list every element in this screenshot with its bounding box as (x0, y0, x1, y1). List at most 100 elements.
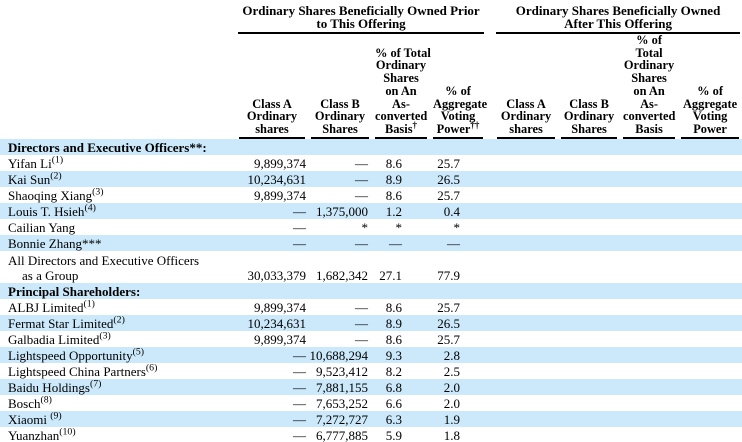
footnote-ref: (8) (40, 394, 52, 406)
cell (620, 251, 678, 283)
table-row: Xiaomi (9) —7,272,727 6.3 1.9 (0, 410, 742, 427)
row-label: ALBJ Limited(1) (0, 299, 236, 315)
cell: 1.8 (443, 427, 461, 442)
cell (372, 138, 430, 155)
table-row: Shaoqing Xiang(3) 9,899,374 — 8.6 25.7 (0, 187, 742, 203)
cell (558, 251, 620, 283)
cell (678, 427, 742, 442)
column-gap (486, 282, 495, 299)
cell (678, 363, 742, 379)
row-label-text: Shaoqing Xiang (8, 187, 93, 203)
cell (494, 202, 559, 219)
cell: 27.1 (379, 267, 402, 283)
row-label-text: Louis T. Hsieh (8, 203, 85, 219)
cell (558, 299, 620, 315)
row-label-text: Baidu Holdings (8, 379, 90, 395)
cell: 2.0 (430, 378, 487, 395)
cell: — (308, 170, 372, 187)
column-gap (486, 363, 494, 379)
cell: 26.5 (430, 314, 487, 331)
cell (558, 187, 620, 203)
column-header-text: Class A Ordinary shares (497, 96, 556, 139)
column-header-label: Class B Ordinary Shares (314, 96, 366, 136)
row-label: Directors and Executive Officers**: (0, 138, 236, 155)
cell (494, 331, 558, 347)
column-gap (486, 410, 495, 427)
cell (620, 219, 678, 235)
row-label: Bonnie Zhang*** (0, 234, 236, 251)
footnote-ref: (4) (84, 202, 96, 214)
row-label-text: Fermat Star Limited (8, 315, 114, 331)
cell: — (236, 234, 308, 251)
row-label-text: Directors and Executive Officers**: (8, 139, 207, 155)
dagger-mark: † (412, 119, 418, 130)
cell (678, 170, 742, 187)
column-gap (486, 187, 494, 203)
cell (236, 282, 308, 299)
row-label: Xiaomi (9) (0, 410, 236, 427)
cell (678, 410, 742, 427)
footnote-ref: (2) (113, 314, 125, 326)
table-row: Bosch(8) — 7,653,252 6.6 2.0 (0, 395, 742, 411)
row-label: Fermat Star Limited(2) (0, 314, 236, 331)
row-label-text: Kai Sun (8, 171, 51, 187)
group-header-prior: Ordinary Shares Beneficially Owned Prior… (236, 0, 486, 34)
row-label-text: Lightspeed China Partners (8, 363, 146, 379)
cell (494, 234, 559, 251)
cell: 10,234,631 (236, 170, 308, 187)
cell: 25.7 (437, 331, 461, 347)
cell (494, 299, 558, 315)
cell (494, 395, 558, 411)
row-label-text: Galbadia Limited (8, 331, 100, 347)
cell: 8.6 (385, 331, 402, 347)
row-label: Lightspeed Opportunity(5) (0, 346, 236, 363)
row-label: Yuanzhan(10) (0, 427, 236, 442)
cell (558, 410, 621, 427)
table-row: Bonnie Zhang*** — — — — (0, 234, 742, 251)
table-row: ALBJ Limited(1) 9,899,374 — 8.6 25.7 (0, 299, 742, 315)
cell: — (293, 363, 306, 379)
column-header-asconverted-prior: % of Total Ordinary Shares on An As- con… (372, 34, 431, 139)
cell (558, 427, 620, 442)
cell: 9,899,374 (254, 299, 306, 315)
column-gap (486, 378, 495, 395)
footnote-ref: (10) (59, 426, 76, 438)
cell: — (293, 427, 306, 442)
cell: 25.7 (437, 155, 461, 171)
cell: — (236, 202, 308, 219)
group-header-after-title: Ordinary Shares Beneficially Owned After… (496, 4, 741, 34)
column-header-classB-prior: Class B Ordinary Shares (308, 34, 372, 139)
cell (620, 155, 678, 171)
footnote-ref: (1) (83, 298, 95, 310)
cell: 6.8 (372, 378, 430, 395)
cell: 2.8 (430, 346, 487, 363)
column-header-label: Class A Ordinary shares (246, 96, 298, 136)
cell (308, 138, 372, 155)
column-header-row: Class A Ordinary shares Class B Ordinary… (0, 34, 742, 139)
cell: 25.7 (437, 187, 461, 203)
footnote-ref: (3) (99, 330, 111, 342)
column-gap (486, 138, 495, 155)
cell (678, 251, 742, 283)
cell (678, 282, 742, 299)
section-row: Principal Shareholders: (0, 282, 742, 299)
cell (494, 187, 558, 203)
cell: 9,899,374 (254, 155, 306, 171)
cell (678, 378, 742, 395)
cell: — (355, 155, 368, 171)
cell (620, 331, 678, 347)
cell: 9,899,374 (254, 331, 306, 347)
table-row-group-total: All Directors and Executive Officers as … (0, 251, 742, 283)
cell (620, 378, 679, 395)
cell (236, 138, 308, 155)
footnote-ref: (1) (51, 154, 64, 166)
row-label-line2: as a Group (22, 267, 79, 283)
row-label-text: ALBJ Limited (8, 299, 84, 315)
cell (678, 299, 742, 315)
column-header-label: Class A Ordinary shares (500, 96, 552, 136)
cell: 8.9 (372, 170, 430, 187)
footnote-ref: (9) (50, 410, 62, 422)
table-row: Louis T. Hsieh(4) —1,375,000 1.2 0.4 (0, 202, 742, 219)
row-label: Shaoqing Xiang(3) (0, 187, 236, 203)
column-gap (486, 331, 494, 347)
